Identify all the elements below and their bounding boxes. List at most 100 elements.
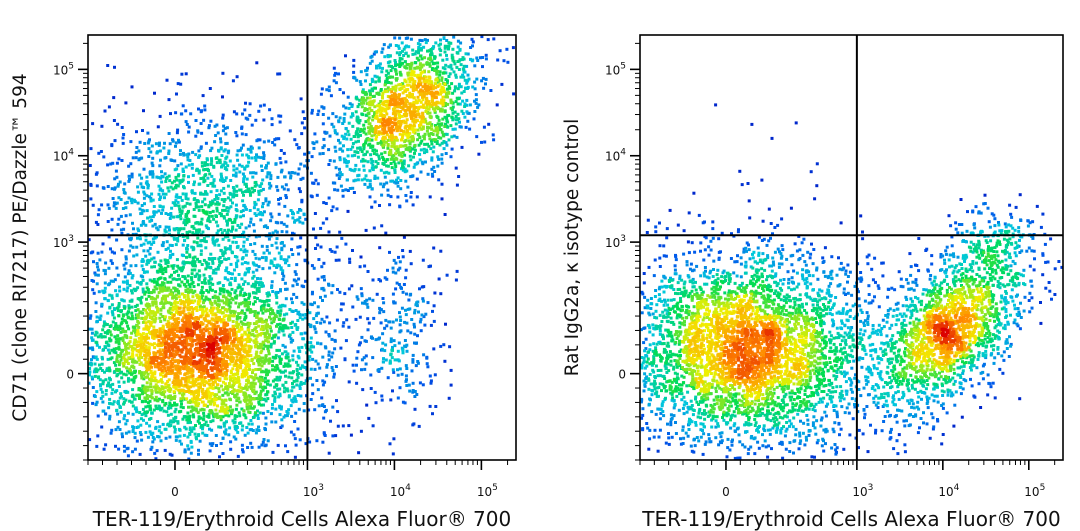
data-point <box>214 434 218 437</box>
data-point <box>155 449 159 453</box>
data-point <box>115 355 119 359</box>
data-point <box>144 399 148 403</box>
data-point <box>456 39 460 43</box>
data-point <box>94 301 98 305</box>
data-point <box>174 438 178 442</box>
data-point <box>279 170 283 174</box>
data-point <box>308 440 312 444</box>
data-point <box>263 370 267 374</box>
data-point <box>397 161 401 165</box>
data-point <box>234 240 238 244</box>
data-point <box>289 209 293 212</box>
data-point <box>454 278 458 282</box>
data-point <box>366 328 370 332</box>
data-point <box>387 75 391 79</box>
data-point <box>106 64 110 67</box>
data-point <box>127 164 131 168</box>
data-point <box>147 294 151 298</box>
data-point <box>235 317 239 321</box>
data-point <box>139 223 143 227</box>
data-point <box>445 124 449 128</box>
data-point <box>283 326 287 330</box>
data-point <box>261 202 265 205</box>
data-point <box>383 175 387 179</box>
data-point <box>173 159 177 163</box>
data-point <box>379 100 383 103</box>
data-point <box>424 160 427 164</box>
data-point <box>172 420 175 424</box>
data-point <box>379 182 383 186</box>
data-point <box>257 354 261 358</box>
data-point <box>227 149 231 153</box>
data-point <box>412 322 416 326</box>
data-point <box>448 345 452 349</box>
data-point <box>398 36 402 40</box>
data-point <box>262 154 266 157</box>
data-point <box>341 302 345 306</box>
data-point <box>369 55 373 59</box>
data-point <box>290 398 294 402</box>
data-point <box>119 228 123 232</box>
data-point <box>373 174 377 178</box>
data-point <box>124 398 128 402</box>
data-point <box>291 338 295 342</box>
data-point <box>178 434 182 438</box>
data-point <box>232 313 236 317</box>
data-point <box>223 308 227 311</box>
data-point <box>190 276 193 280</box>
data-point <box>116 412 120 416</box>
data-point <box>295 360 298 364</box>
data-point <box>252 322 256 326</box>
data-point <box>252 302 255 306</box>
data-point <box>264 197 268 201</box>
data-point <box>159 259 163 263</box>
data-point <box>191 150 195 154</box>
data-point <box>408 307 412 311</box>
data-point <box>259 345 263 349</box>
data-point <box>322 432 326 436</box>
data-point <box>312 325 316 329</box>
data-point <box>246 321 250 325</box>
data-point <box>127 327 131 331</box>
data-point <box>257 192 261 196</box>
data-point <box>259 327 263 331</box>
data-point <box>364 98 368 102</box>
data-point <box>193 275 197 278</box>
data-point <box>362 127 366 131</box>
data-point <box>303 164 307 168</box>
data-point <box>243 298 247 302</box>
data-point <box>176 164 180 168</box>
data-point <box>264 399 268 403</box>
data-point <box>291 253 295 256</box>
data-point <box>124 373 128 377</box>
data-point <box>294 279 298 283</box>
data-point <box>304 313 308 317</box>
data-point <box>122 263 126 267</box>
data-point <box>213 140 217 144</box>
data-point <box>445 116 449 120</box>
data-point <box>190 225 194 229</box>
data-point <box>170 244 174 247</box>
data-point <box>245 404 249 408</box>
data-point <box>102 155 106 159</box>
data-point <box>133 330 137 334</box>
data-point <box>361 159 365 163</box>
data-point <box>249 441 253 445</box>
data-point <box>183 275 187 279</box>
data-point <box>463 115 467 119</box>
data-point <box>117 302 121 305</box>
data-point <box>221 252 225 255</box>
data-point <box>201 305 205 309</box>
data-point <box>378 246 382 250</box>
data-point <box>144 270 148 274</box>
data-point <box>356 146 360 150</box>
data-point <box>512 92 516 96</box>
data-point <box>393 171 397 174</box>
data-point <box>144 375 148 379</box>
data-point <box>242 180 245 184</box>
data-point <box>257 379 261 383</box>
data-point <box>203 203 207 207</box>
data-point <box>207 413 211 417</box>
data-point <box>132 380 136 384</box>
data-point <box>182 227 186 231</box>
